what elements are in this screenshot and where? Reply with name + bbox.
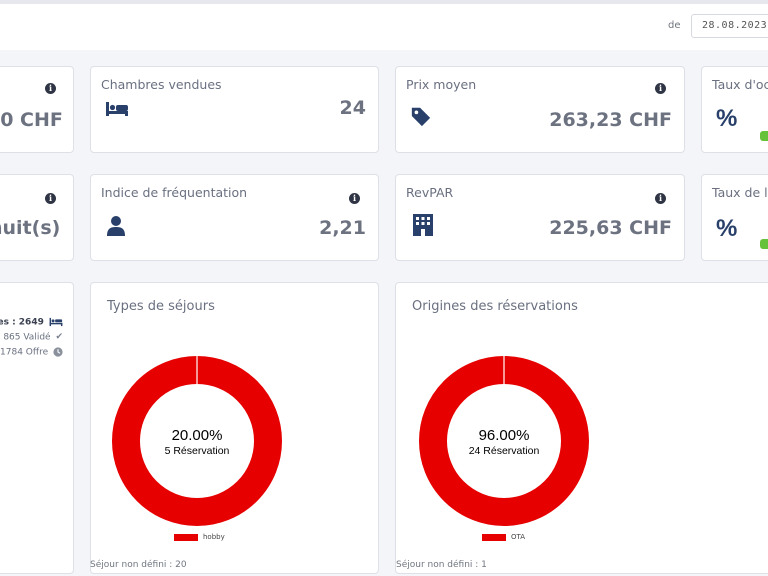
info-icon[interactable]: i [655, 83, 666, 94]
nights-card: i nuit(s) [0, 174, 74, 261]
attendance-label: Indice de fréquentation [101, 185, 248, 200]
check-icon: ✔ [55, 332, 63, 342]
attendance-card: Indice de fréquentation i 2,21 [90, 174, 379, 261]
user-icon [107, 216, 125, 236]
booking-origins-donut-chart: 96.00% 24 Réservation [419, 355, 589, 526]
bed-icon [49, 317, 63, 327]
donut-center-label: 5 Réservation [165, 445, 230, 457]
info-icon[interactable]: i [45, 83, 56, 94]
percent-icon: % [716, 105, 738, 132]
legend-swatch [482, 533, 506, 541]
stay-types-panel: Types de séjours 20.00% 5 Réservation ho… [90, 282, 379, 574]
occupancy-label: Taux d'oc [712, 77, 768, 92]
info-icon[interactable]: i [45, 193, 56, 204]
rooms-sold-value: 24 [339, 97, 366, 119]
stay-types-donut-chart: 20.00% 5 Réservation [112, 355, 282, 526]
reservations-summary-panel: ues : 2649 865 Validé ✔ 1784 Offre [0, 282, 74, 574]
revpar-value: 225,63 CHF [549, 217, 672, 239]
booking-origins-panel: Origines des réservations 96.00% 24 Rése… [395, 282, 768, 574]
donut-center-percent: 96.00% [479, 427, 530, 444]
rooms-sold-card: Chambres vendues 24 [90, 66, 379, 153]
donut-center-label: 24 Réservation [469, 445, 540, 457]
revpar-label: RevPAR [406, 185, 454, 200]
legend-label: OTA [511, 533, 526, 541]
chart-legend: OTA [482, 533, 525, 541]
other-rate-label: Taux de li [712, 185, 768, 200]
other-rate-card: Taux de li % [701, 174, 768, 261]
offer-reservations: 1784 Offre [0, 347, 63, 358]
tag-icon [411, 107, 431, 127]
occupancy-card: Taux d'oc % [701, 66, 768, 153]
revenue-card: i 00 CHF [0, 66, 74, 153]
clock-icon [53, 347, 63, 357]
avg-price-label: Prix moyen [406, 77, 477, 92]
revenue-value: 00 CHF [0, 109, 63, 131]
bed-icon [106, 102, 128, 116]
occupancy-progress [760, 131, 768, 141]
chart-legend: hobby [174, 533, 225, 541]
booking-origins-title: Origines des réservations [412, 299, 578, 314]
validated-reservations: 865 Validé ✔ [3, 332, 63, 343]
info-icon[interactable]: i [655, 193, 666, 204]
building-icon [413, 214, 433, 236]
avg-price-card: Prix moyen i 263,23 CHF [395, 66, 685, 153]
legend-swatch [174, 533, 198, 541]
nights-value: nuit(s) [0, 217, 61, 239]
stay-types-title: Types de séjours [107, 299, 215, 314]
donut-center-percent: 20.00% [172, 427, 223, 444]
booking-origins-footer: Séjour non défini : 1 [396, 560, 487, 570]
percent-icon: % [716, 215, 738, 242]
date-from-label: de [668, 20, 681, 31]
rooms-sold-label: Chambres vendues [101, 77, 222, 92]
attendance-value: 2,21 [319, 217, 366, 239]
total-reservations: ues : 2649 [0, 317, 63, 328]
top-bar: de 28.08.2023 [0, 0, 768, 50]
date-from-input[interactable]: 28.08.2023 [691, 14, 768, 38]
revpar-card: RevPAR i 225,63 CHF [395, 174, 685, 261]
stay-types-footer: Séjour non défini : 20 [90, 560, 187, 570]
legend-label: hobby [203, 533, 225, 541]
other-rate-progress [760, 239, 768, 249]
avg-price-value: 263,23 CHF [549, 109, 672, 131]
info-icon[interactable]: i [349, 193, 360, 204]
